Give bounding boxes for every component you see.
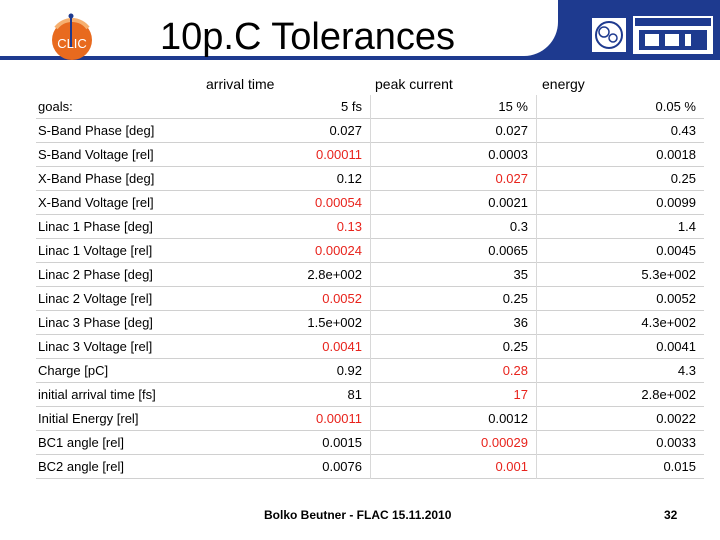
table-cell: 0.0022: [536, 407, 704, 431]
table-row: BC2 angle [rel] 0.0076 0.001 0.015: [36, 455, 704, 479]
table-cell: 0.0041: [322, 339, 362, 354]
table-cell: 0.0065: [370, 239, 536, 263]
table-cell: 0.13: [336, 219, 362, 234]
table-cell: 0.00024: [315, 243, 362, 258]
table-row: X-Band Voltage [rel] 0.00054 0.0021 0.0099: [36, 191, 704, 215]
row-label: X-Band Voltage [rel]: [38, 195, 154, 210]
row-label: Linac 3 Voltage [rel]: [38, 339, 153, 354]
row-label: Charge [pC]: [38, 363, 109, 378]
row-label: S-Band Voltage [rel]: [38, 147, 154, 162]
table-cell: 0.00054: [315, 195, 362, 210]
table-cell: 0.027: [370, 167, 536, 191]
table-cell: 0.027: [329, 123, 362, 138]
table-cell: 0.0052: [322, 291, 362, 306]
page-number: 32: [664, 508, 678, 522]
table-cell: 17: [370, 383, 536, 407]
table-cell: 0.001: [370, 455, 536, 479]
table-cell: 5 fs: [341, 99, 362, 114]
table-cell: 0.0012: [370, 407, 536, 431]
table-cell: 0.12: [336, 171, 362, 186]
header-title-area: [0, 0, 558, 56]
table-cell: 0.25: [370, 287, 536, 311]
column-header-peak: peak current: [375, 76, 453, 92]
svg-text:CLIC: CLIC: [57, 36, 87, 51]
table-row: goals: 5 fs 15 % 0.05 %: [36, 95, 704, 119]
clic-logo-icon: CLIC: [52, 13, 92, 60]
row-label: Initial Energy [rel]: [38, 411, 139, 426]
table-cell: 0.28: [370, 359, 536, 383]
table-cell: 5.3e+002: [536, 263, 704, 287]
psi-logo-icon: [633, 16, 713, 54]
table-cell: 0.0033: [536, 431, 704, 455]
row-label: X-Band Phase [deg]: [38, 171, 155, 186]
table-cell: 1.4: [536, 215, 704, 239]
table-cell: 2.8e+002: [307, 267, 362, 282]
table-cell: 0.05 %: [536, 95, 704, 119]
row-label: Linac 2 Phase [deg]: [38, 267, 153, 282]
table-cell: 0.0015: [322, 435, 362, 450]
table-cell: 0.0003: [370, 143, 536, 167]
table-cell: 0.00029: [370, 431, 536, 455]
column-header-energy: energy: [542, 76, 585, 92]
table-cell: 0.0052: [536, 287, 704, 311]
row-label: initial arrival time [fs]: [38, 387, 156, 402]
table-row: Linac 3 Voltage [rel] 0.0041 0.25 0.0041: [36, 335, 704, 359]
table-row: S-Band Voltage [rel] 0.00011 0.0003 0.0018: [36, 143, 704, 167]
table-cell: 1.5e+002: [307, 315, 362, 330]
table-cell: 0.0041: [536, 335, 704, 359]
table-cell: 4.3e+002: [536, 311, 704, 335]
table-cell: 0.25: [536, 167, 704, 191]
row-label: Linac 2 Voltage [rel]: [38, 291, 153, 306]
row-label: Linac 1 Phase [deg]: [38, 219, 153, 234]
table-cell: 0.00011: [315, 411, 362, 426]
table-cell: 15 %: [370, 95, 536, 119]
row-label: BC1 angle [rel]: [38, 435, 124, 450]
table-cell: 81: [347, 387, 362, 402]
table-cell: 0.43: [536, 119, 704, 143]
row-label: Linac 1 Voltage [rel]: [38, 243, 153, 258]
table-cell: 0.92: [336, 363, 362, 378]
table-cell: 0.25: [370, 335, 536, 359]
table-row: Charge [pC] 0.92 0.28 4.3: [36, 359, 704, 383]
table-row: Linac 2 Phase [deg] 2.8e+002 35 5.3e+002: [36, 263, 704, 287]
table-row: Linac 1 Phase [deg] 0.13 0.3 1.4: [36, 215, 704, 239]
table-row: Initial Energy [rel] 0.00011 0.0012 0.0022: [36, 407, 704, 431]
table-row: Linac 2 Voltage [rel] 0.0052 0.25 0.0052: [36, 287, 704, 311]
table-row: BC1 angle [rel] 0.0015 0.00029 0.0033: [36, 431, 704, 455]
table-cell: 0.0076: [322, 459, 362, 474]
page-title: 10p.C Tolerances: [160, 16, 456, 58]
table-cell: 0.0021: [370, 191, 536, 215]
table-row: X-Band Phase [deg] 0.12 0.027 0.25: [36, 167, 704, 191]
table-row: Linac 1 Voltage [rel] 0.00024 0.0065 0.0045: [36, 239, 704, 263]
table-cell: 0.3: [370, 215, 536, 239]
table-cell: 4.3: [536, 359, 704, 383]
cern-logo-icon: [592, 18, 626, 52]
table-cell: 0.027: [370, 119, 536, 143]
table-row: initial arrival time [fs] 81 17 2.8e+002: [36, 383, 704, 407]
table-cell: 35: [370, 263, 536, 287]
footer-author: Bolko Beutner - FLAC 15.11.2010: [264, 508, 452, 522]
table-cell: 0.0099: [536, 191, 704, 215]
table-cell: 36: [370, 311, 536, 335]
table-cell: 0.0045: [536, 239, 704, 263]
row-label: S-Band Phase [deg]: [38, 123, 155, 138]
row-label: goals:: [38, 99, 73, 114]
column-header-arrival: arrival time: [206, 76, 275, 92]
table-cell: 2.8e+002: [536, 383, 704, 407]
table-row: Linac 3 Phase [deg] 1.5e+002 36 4.3e+002: [36, 311, 704, 335]
table-row: S-Band Phase [deg] 0.027 0.027 0.43: [36, 119, 704, 143]
table-cell: 0.00011: [315, 147, 362, 162]
table-cell: 0.0018: [536, 143, 704, 167]
row-label: BC2 angle [rel]: [38, 459, 124, 474]
table-cell: 0.015: [536, 455, 704, 479]
row-label: Linac 3 Phase [deg]: [38, 315, 153, 330]
